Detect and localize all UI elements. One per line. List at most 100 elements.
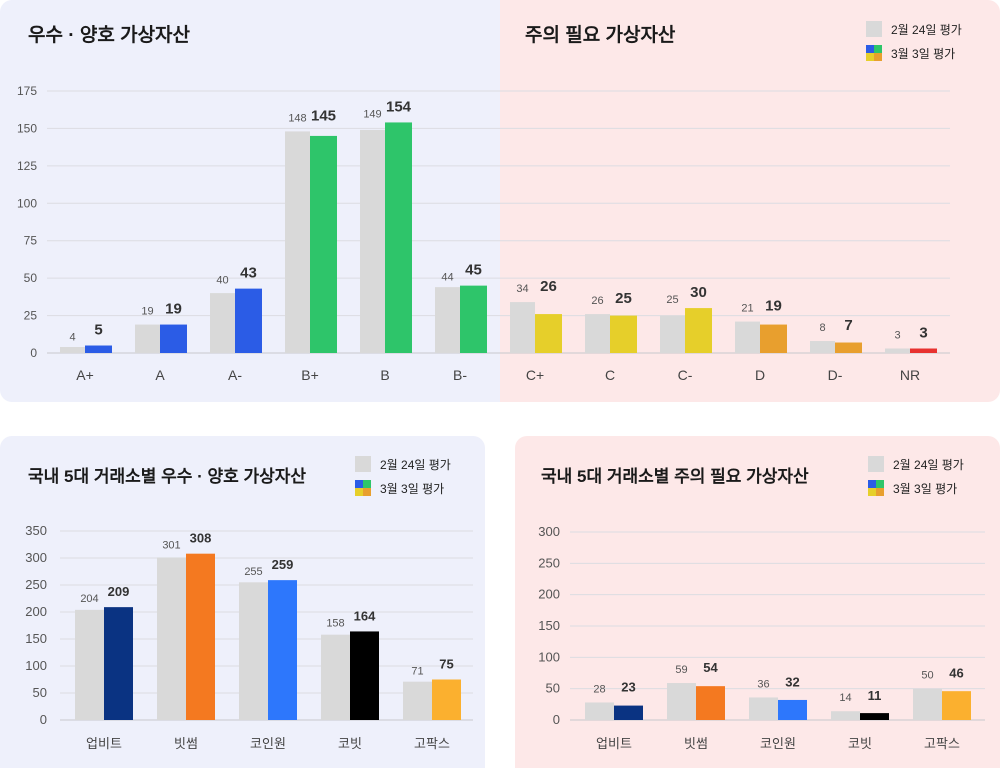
y-tick-label: 0 [40, 712, 47, 727]
legend-label: 3월 3일 평가 [380, 481, 445, 496]
top-legend: 2월 24일 평가 3월 3일 평가 [866, 17, 962, 65]
bar-current [268, 580, 297, 720]
x-tick-label: C- [678, 367, 693, 383]
x-tick-label: A+ [76, 367, 94, 383]
y-tick-label: 75 [24, 234, 38, 248]
top-right-title: 주의 필요 가상자산 [525, 25, 676, 46]
data-label-previous: 204 [80, 593, 98, 605]
x-tick-label: 코빗 [338, 736, 362, 751]
x-tick-label: C+ [526, 367, 544, 383]
x-tick-label: 빗썸 [684, 736, 708, 751]
bar-current [310, 135, 337, 353]
legend-item-previous: 2월 24일 평가 [866, 17, 962, 41]
data-label-previous: 21 [741, 303, 753, 315]
data-label-current: 308 [190, 531, 212, 546]
x-tick-label: 코빗 [848, 736, 872, 751]
y-tick-label: 25 [24, 309, 38, 323]
bar-previous [810, 341, 835, 353]
data-label-current: 7 [844, 317, 852, 334]
legend-item-current: 3월 3일 평가 [866, 41, 962, 65]
bar-previous [435, 287, 460, 353]
data-label-previous: 34 [516, 283, 528, 295]
bar-previous [75, 609, 104, 720]
y-tick-label: 0 [553, 712, 560, 727]
data-label-previous: 25 [666, 294, 678, 306]
data-label-current: 23 [621, 679, 635, 694]
y-tick-label: 50 [24, 271, 38, 285]
x-tick-label: 업비트 [86, 736, 122, 751]
multicolor-swatch-icon [868, 480, 884, 496]
legend-label: 2월 24일 평가 [893, 457, 964, 472]
multicolor-swatch-icon [355, 480, 371, 496]
bar-previous [735, 321, 760, 353]
data-label-current: 154 [386, 98, 412, 115]
bar-current [696, 686, 725, 720]
y-tick-label: 150 [17, 121, 37, 135]
x-tick-label: B [380, 367, 389, 383]
bar-previous [885, 348, 910, 353]
bar-previous [157, 557, 186, 720]
y-tick-label: 200 [25, 604, 47, 619]
data-label-current: 46 [949, 666, 963, 681]
bar-current [942, 691, 971, 720]
x-tick-label: B- [453, 367, 467, 383]
bar-previous [831, 711, 860, 720]
bar-previous [60, 347, 85, 353]
bar-previous [749, 697, 778, 720]
y-tick-label: 100 [538, 649, 560, 664]
data-label-previous: 59 [675, 664, 687, 676]
data-label-previous: 28 [593, 683, 605, 695]
data-label-current: 25 [615, 290, 632, 307]
x-tick-label: 고팍스 [414, 736, 450, 751]
bottom-left-title: 국내 5대 거래소별 우수 · 양호 가상자산 [28, 467, 307, 486]
bar-previous [239, 582, 268, 720]
bar-current [760, 324, 787, 353]
top-left-title: 우수 · 양호 가상자산 [28, 25, 191, 46]
bar-current [160, 324, 187, 353]
data-label-current: 145 [311, 107, 336, 124]
bottom-right-legend: 2월 24일 평가 3월 3일 평가 [868, 452, 964, 500]
gray-swatch-icon [355, 456, 371, 472]
bar-previous [667, 683, 696, 720]
bar-previous [585, 314, 610, 353]
x-tick-label: D [755, 367, 765, 383]
data-label-previous: 3 [894, 330, 900, 342]
x-tick-label: B+ [301, 367, 319, 383]
gray-swatch-icon [868, 456, 884, 472]
x-tick-label: 업비트 [596, 736, 632, 751]
x-tick-label: 빗썸 [174, 736, 198, 751]
data-label-previous: 14 [839, 692, 851, 704]
bar-previous [913, 688, 942, 720]
data-label-previous: 4 [69, 332, 75, 344]
data-label-previous: 148 [288, 112, 306, 124]
y-tick-label: 100 [25, 658, 47, 673]
legend-item-previous: 2월 24일 평가 [868, 452, 964, 476]
y-tick-label: 150 [25, 631, 47, 646]
bar-current [535, 314, 562, 353]
bar-current [460, 285, 487, 353]
data-label-current: 43 [240, 265, 257, 282]
data-label-previous: 26 [591, 295, 603, 307]
data-label-current: 19 [165, 301, 182, 318]
bar-current [610, 315, 637, 353]
bar-previous [135, 324, 160, 353]
bar-current [860, 713, 889, 720]
y-tick-label: 150 [538, 618, 560, 633]
legend-item-current: 3월 3일 평가 [868, 476, 964, 500]
data-label-previous: 36 [757, 678, 769, 690]
data-label-previous: 71 [411, 666, 423, 678]
y-tick-label: 200 [538, 587, 560, 602]
legend-label: 2월 24일 평가 [891, 22, 962, 37]
x-tick-label: A- [228, 367, 242, 383]
bar-current [235, 288, 262, 353]
x-tick-label: 코인원 [760, 736, 796, 751]
data-label-current: 30 [690, 284, 707, 301]
bar-previous [510, 302, 535, 353]
data-label-current: 26 [540, 278, 557, 295]
data-label-current: 11 [868, 688, 882, 703]
y-tick-label: 50 [33, 685, 47, 700]
bar-previous [403, 681, 432, 720]
y-tick-label: 250 [25, 577, 47, 592]
bar-current [186, 553, 215, 720]
